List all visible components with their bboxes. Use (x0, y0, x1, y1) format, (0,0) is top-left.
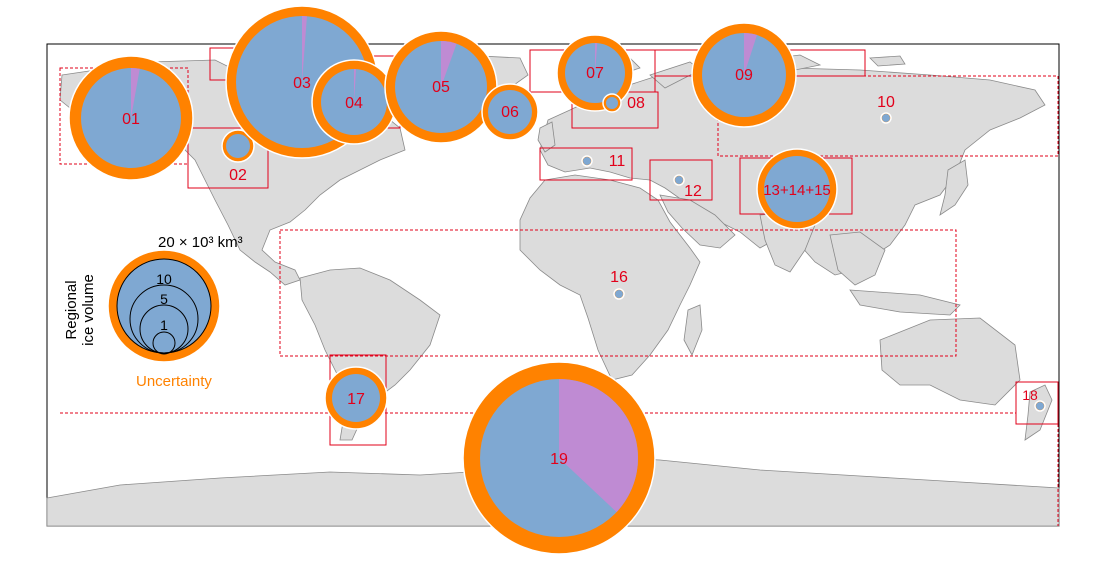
region-box-16 (279, 229, 957, 357)
legend-level-1-label: 1 (160, 317, 168, 333)
region-02-volume-circle (226, 134, 250, 158)
region-08-volume-circle (606, 97, 618, 109)
region-08-label: 08 (627, 95, 645, 112)
region-17-volume-circle (332, 374, 380, 422)
southeast-asia-land (829, 231, 886, 286)
legend-axis-title-line2: ice volume (80, 274, 97, 346)
region-05-label: 05 (432, 79, 450, 96)
region-11-label: 11 (609, 153, 626, 170)
region-box-02 (187, 127, 269, 189)
region-10-label: 10 (877, 94, 895, 111)
region-11-volume-circle (583, 157, 591, 165)
region-01-label: 01 (122, 111, 140, 128)
region-10-volume-circle (882, 114, 890, 122)
arabia-land (659, 194, 736, 249)
region-05-wedge (441, 41, 457, 87)
region-03-wedge (302, 16, 307, 82)
region-12-volume-circle (675, 176, 683, 184)
africa-land (519, 174, 701, 381)
region-18-volume-circle (1036, 402, 1044, 410)
region-19-wedge (559, 379, 638, 513)
legend-axis-title-line1: Regional (63, 280, 80, 339)
region-13+14+15-volume-circle (764, 156, 830, 222)
region-04-label: 04 (345, 95, 363, 112)
region-box-12 (649, 159, 713, 201)
legend-uncertainty-label: Uncertainty (136, 373, 212, 390)
japan-land (939, 159, 969, 216)
region-17-label: 17 (347, 391, 365, 408)
region-07-wedge (595, 43, 598, 73)
legend-level-1-circle (152, 331, 176, 355)
region-03-label: 03 (293, 75, 311, 92)
legend-scale-label: 20 × 10³ km³ (158, 234, 243, 251)
region-09-label: 09 (735, 67, 753, 84)
region-13+14+15-label: 13+14+15 (763, 182, 831, 199)
legend-level-5-label: 5 (160, 291, 168, 307)
region-16-label: 16 (610, 269, 628, 286)
region-box-11 (539, 147, 633, 181)
region-02-label: 02 (229, 167, 247, 184)
region-12-label: 12 (684, 183, 702, 200)
region-16-volume-circle (615, 290, 623, 298)
region-pies: 01 02 03 04 05 06 07 08 09 10 11 12 13+14+15 16 17 18 19 (68, 5, 1046, 555)
region-07-label: 07 (586, 65, 604, 82)
region-04-wedge (354, 69, 357, 102)
madagascar-land (683, 304, 703, 356)
region-09-wedge (744, 33, 757, 75)
region-19-label: 19 (550, 451, 568, 468)
new-zealand-land (1024, 384, 1053, 441)
legend-level-5-circle (139, 304, 189, 354)
region-06-label: 06 (501, 104, 519, 121)
region-01-wedge (131, 68, 140, 118)
legend: 20 × 10³ km³ 10 5 1 Regional ice volume … (63, 234, 243, 390)
region-06-volume-circle (488, 90, 532, 134)
region-box-18 (1015, 381, 1059, 425)
region-18-label: 18 (1022, 387, 1038, 403)
indonesia-land (849, 289, 961, 316)
legend-level-10-label: 10 (156, 271, 172, 287)
australia-land (879, 317, 1021, 406)
